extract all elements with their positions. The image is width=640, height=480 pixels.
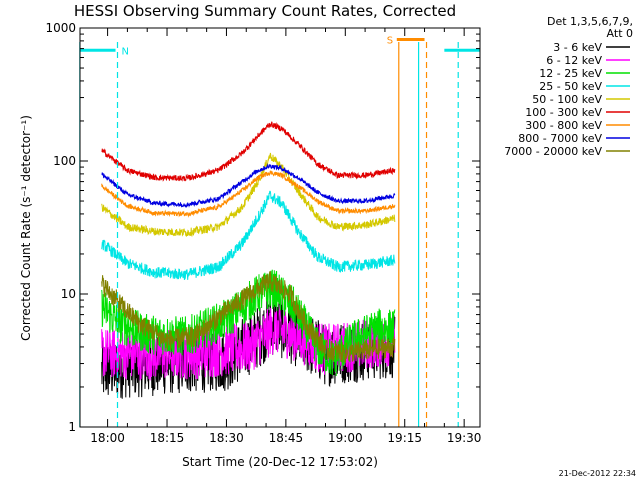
legend-entry-label: 800 - 7000 keV (518, 132, 602, 145)
legend-entry-label: 300 - 800 keV (525, 119, 602, 132)
x-tick-label: 19:30 (447, 431, 482, 445)
x-tick-label: 19:00 (328, 431, 363, 445)
legend-header: Det 1,3,5,6,7,9, Att 0 (547, 15, 633, 40)
y-tick-label: 1000 (45, 21, 76, 35)
legend-entry-label: 12 - 25 keV (539, 67, 602, 80)
x-axis: 18:00 18:15 18:30 18:45 19:00 19:15 19:30 (90, 28, 481, 445)
x-axis-label: Start Time (20-Dec-12 17:53:02) (182, 455, 378, 469)
plot-area: NS (79, 27, 481, 428)
legend-header-detectors: Det 1,3,5,6,7,9, (547, 15, 633, 28)
legend-entry-label: 25 - 50 keV (539, 80, 602, 93)
series-line (101, 271, 396, 364)
y-tick-label: 1 (68, 420, 76, 434)
plot-frame (79, 27, 481, 428)
series-line (101, 152, 396, 238)
x-tick-label: 18:30 (209, 431, 244, 445)
y-axis-label: Corrected Count Rate (s⁻¹ detector⁻¹) (19, 115, 33, 341)
y-tick-label: 10 (61, 287, 76, 301)
flag-label-n: N (122, 46, 129, 57)
series-line (101, 163, 396, 208)
series-line (101, 190, 396, 281)
flag-label-s: S (387, 35, 393, 46)
y-tick-label: 100 (53, 154, 76, 168)
legend-header-attenuator: Att 0 (607, 27, 633, 40)
x-tick-label: 18:15 (150, 431, 185, 445)
legend-entry-label: 3 - 6 keV (553, 41, 602, 54)
y-axis: 1 10 100 1000 (45, 21, 480, 434)
series-layer (101, 121, 396, 399)
legend-entry-label: 7000 - 20000 keV (504, 145, 602, 158)
legend-entry-label: 6 - 12 keV (546, 54, 602, 67)
series-line (101, 121, 396, 182)
chart-title: HESSI Observing Summary Count Rates, Cor… (74, 2, 456, 20)
x-tick-label: 19:15 (387, 431, 422, 445)
generation-timestamp: 21-Dec-2012 22:34 (559, 469, 636, 478)
x-tick-label: 18:45 (269, 431, 304, 445)
legend-entry-label: 50 - 100 keV (532, 93, 602, 106)
series-line (101, 170, 396, 218)
flag-layer: NS (80, 35, 480, 57)
x-tick-label: 18:00 (90, 431, 125, 445)
legend-entry-label: 100 - 300 keV (525, 106, 602, 119)
